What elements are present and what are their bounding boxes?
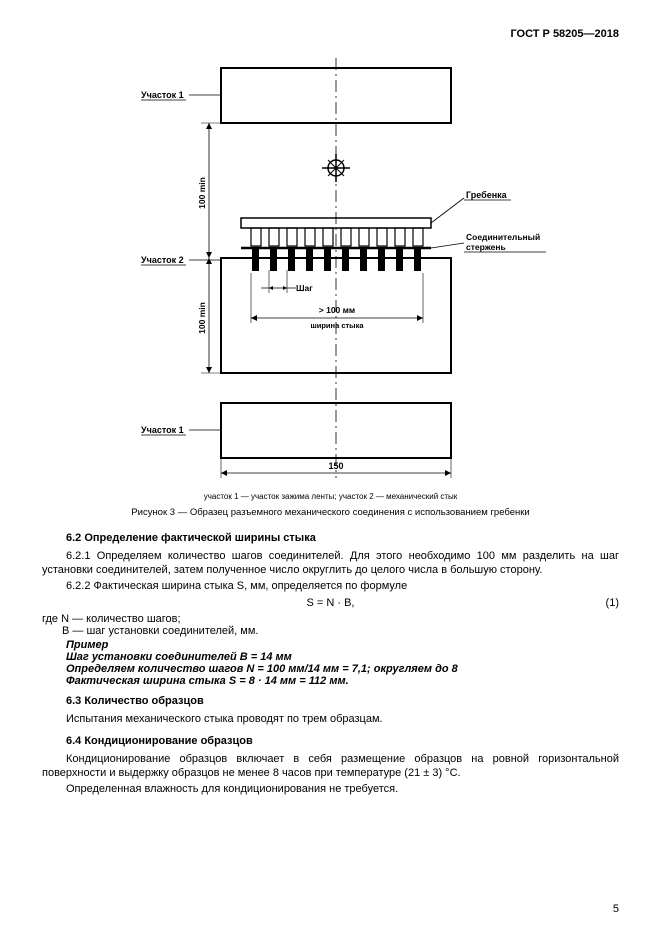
page-number: 5 <box>613 903 619 915</box>
section-6-3-title: 6.3 Количество образцов <box>66 695 619 707</box>
p-6-4-2: Определенная влажность для кондициониров… <box>42 783 619 797</box>
standard-code: ГОСТ Р 58205—2018 <box>42 28 619 40</box>
example-line-1: Шаг установки соединителей B = 14 мм <box>66 651 619 663</box>
formula-number: (1) <box>606 597 619 609</box>
dim-100min-1: 100 min <box>197 177 207 209</box>
example-line-2: Определяем количество шагов N = 100 мм/1… <box>66 663 619 675</box>
example-line-3: Фактическая ширина стыка S = 8 · 14 мм =… <box>66 675 619 687</box>
figure-legend: участок 1 — участок зажима ленты; участо… <box>42 492 619 501</box>
example-label: Пример <box>66 639 619 651</box>
where-b: B — шаг установки соединителей, мм. <box>62 625 619 637</box>
label-section1-bottom: Участок 1 <box>141 425 184 435</box>
figure-3: Участок 1 Участок 2 Участок 1 Гребенка С… <box>42 48 619 518</box>
label-width: ширина стыка <box>310 321 364 330</box>
section-6-4-title: 6.4 Кондиционирование образцов <box>66 735 619 747</box>
label-section2: Участок 2 <box>141 255 184 265</box>
p-6-2-1: 6.2.1 Определяем количество шагов соедин… <box>42 550 619 578</box>
label-width-gt: > 100 мм <box>318 305 354 315</box>
section-6-2-title: 6.2 Определение фактической ширины стыка <box>66 532 619 544</box>
figure-caption: Рисунок 3 — Образец разъемного механичес… <box>42 507 619 518</box>
label-section1-top: Участок 1 <box>141 90 184 100</box>
label-comb: Гребенка <box>466 190 508 200</box>
dim-150: 150 <box>328 461 343 471</box>
dim-100min-2: 100 min <box>197 302 207 334</box>
p-6-3-1: Испытания механического стыка проводят п… <box>42 713 619 727</box>
label-rod: Соединительный стержень <box>466 232 543 252</box>
p-6-2-2: 6.2.2 Фактическая ширина стыка S, мм, оп… <box>42 580 619 594</box>
p-6-4-1: Кондиционирование образцов включает в се… <box>42 753 619 781</box>
formula: S = N · B, <box>307 597 355 609</box>
page: ГОСТ Р 58205—2018 <box>0 0 661 935</box>
where-n: где N — количество шагов; <box>42 613 619 625</box>
figure-svg: Участок 1 Участок 2 Участок 1 Гребенка С… <box>101 48 561 488</box>
label-step: Шаг <box>296 283 313 293</box>
formula-row: S = N · B, (1) <box>42 597 619 609</box>
